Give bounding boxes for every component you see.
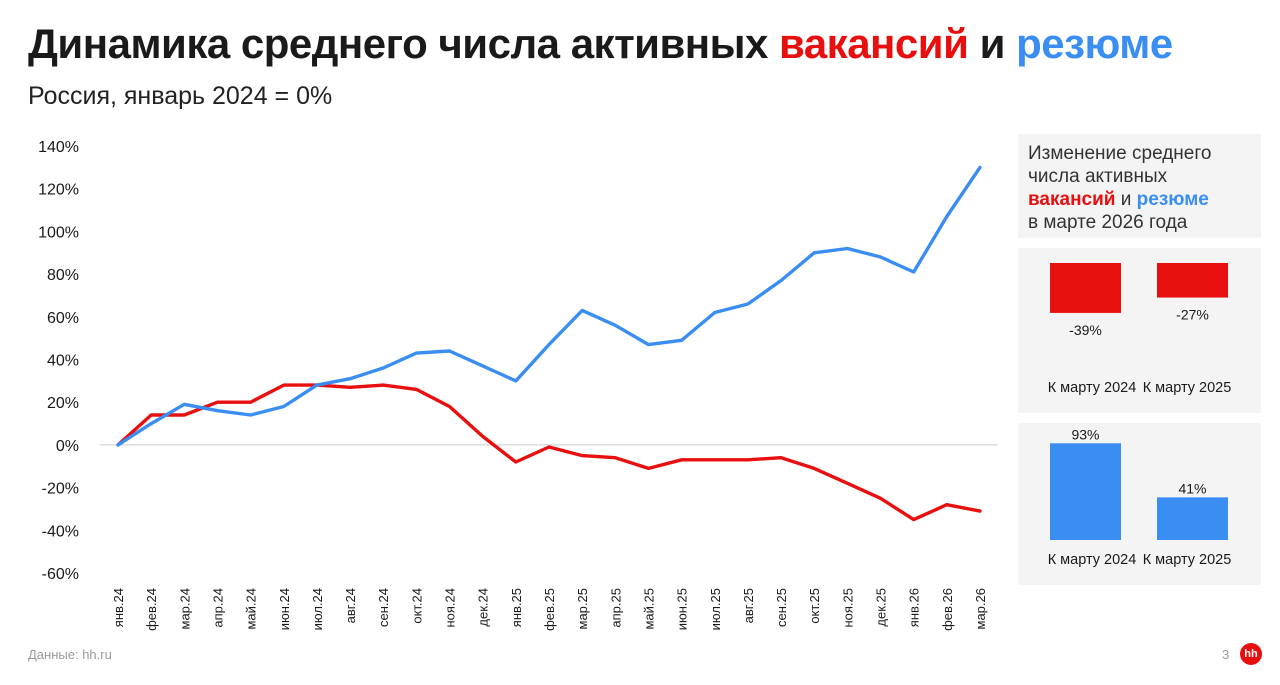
x-tick-label: янв.26: [907, 588, 922, 627]
y-tick-label: 60%: [47, 310, 79, 327]
legend-resumes: резюме: [1136, 189, 1209, 210]
bar-value-label: -27%: [1176, 307, 1209, 323]
x-tick-label: апр.24: [210, 588, 225, 628]
title-and: и: [968, 20, 1017, 67]
legend-and: и: [1115, 189, 1137, 210]
x-tick-label: фев.24: [144, 588, 159, 631]
x-tick-label: апр.25: [608, 588, 623, 628]
x-tick-label: авг.24: [343, 588, 358, 623]
y-tick-label: -60%: [42, 566, 79, 583]
title-part-1: Динамика среднего числа активных: [28, 20, 780, 67]
bar-value-label: 41%: [1178, 480, 1206, 496]
y-tick-label: 100%: [38, 224, 79, 241]
data-source: Данные: hh.ru: [28, 647, 112, 662]
chart-title: Динамика среднего числа активных ваканси…: [28, 20, 1173, 68]
x-tick-label: дек.25: [874, 588, 889, 627]
bar-category-label: К марту 2025: [1143, 380, 1232, 396]
bar-value-label: 93%: [1071, 426, 1099, 442]
x-tick-label: май.25: [641, 588, 656, 630]
y-tick-label: 0%: [56, 438, 79, 455]
y-tick-label: -40%: [42, 523, 79, 540]
x-tick-label: май.24: [244, 588, 259, 630]
y-tick-label: 20%: [47, 395, 79, 412]
legend-vacancies: вакансий: [1028, 189, 1116, 210]
y-tick-label: -20%: [42, 481, 79, 498]
x-tick-label: янв.24: [111, 588, 126, 627]
legend-line-1: Изменение среднего: [1028, 143, 1212, 164]
resumes-bar: [1157, 497, 1228, 540]
bar-category-label: К марту 2024: [1048, 380, 1137, 396]
resumes-line: [116, 165, 982, 447]
x-tick-label: июн.24: [277, 588, 292, 630]
bar-value-label: -39%: [1069, 322, 1102, 338]
hh-logo: hh: [1240, 643, 1262, 665]
y-tick-label: 140%: [38, 139, 79, 156]
title-vacancies: вакансий: [779, 20, 969, 67]
x-tick-label: окт.25: [807, 588, 822, 624]
legend-panel: [1018, 134, 1261, 238]
x-tick-label: фев.25: [542, 588, 557, 631]
title-resumes: резюме: [1016, 20, 1173, 67]
x-tick-label: ноя.25: [840, 588, 855, 628]
main-line-chart: 140% 120% 100% 80% 60% 40% 20% 0% -20% -40% -60% ян…: [38, 139, 998, 631]
x-tick-label: фев.26: [940, 588, 955, 631]
resumes-bar-chart: 93% 41% К марту 2024 К марту 2025: [1048, 426, 1232, 568]
vacancies-line: [116, 383, 982, 522]
resumes-bar: [1050, 443, 1121, 540]
y-tick-label: 40%: [47, 353, 79, 370]
legend-line-2: числа активных: [1028, 166, 1168, 187]
x-tick-label: мар.26: [973, 588, 988, 629]
x-tick-label: мар.25: [575, 588, 590, 629]
x-tick-label: янв.25: [509, 588, 524, 627]
vacancies-bar-chart: -39% -27% К марту 2024 К марту 2025: [1048, 263, 1232, 396]
vacancies-panel: -39% -27% К марту 2024 К марту 2025: [1018, 248, 1261, 413]
x-tick-label: мар.24: [177, 588, 192, 629]
x-tick-label: июн.25: [675, 588, 690, 630]
y-tick-label: 120%: [38, 182, 79, 199]
legend-line-4: в марте 2026 года: [1028, 212, 1188, 233]
x-tick-label: дек.24: [476, 588, 491, 627]
x-tick-label: авг.25: [741, 588, 756, 623]
y-tick-label: 80%: [47, 267, 79, 284]
x-tick-label: сен.25: [774, 588, 789, 627]
x-tick-label: окт.24: [409, 588, 424, 624]
x-tick-label: июл.25: [708, 588, 723, 630]
bar-category-label: К марту 2025: [1143, 552, 1232, 568]
resumes-panel: 93% 41% К марту 2024 К марту 2025: [1018, 423, 1261, 585]
page-number: 3: [1222, 647, 1230, 662]
chart-subtitle: Россия, январь 2024 = 0%: [28, 82, 333, 110]
vacancies-bar: [1050, 263, 1121, 313]
x-tick-label: июл.24: [310, 588, 325, 630]
legend-text: Изменение среднего числа активных ваканс…: [1028, 142, 1268, 234]
x-tick-label: сен.24: [376, 588, 391, 627]
vacancies-bar: [1157, 263, 1228, 298]
bar-category-label: К марту 2024: [1048, 552, 1137, 568]
x-tick-label: ноя.24: [443, 588, 458, 628]
legend-line-3: вакансий и резюме: [1028, 188, 1268, 211]
